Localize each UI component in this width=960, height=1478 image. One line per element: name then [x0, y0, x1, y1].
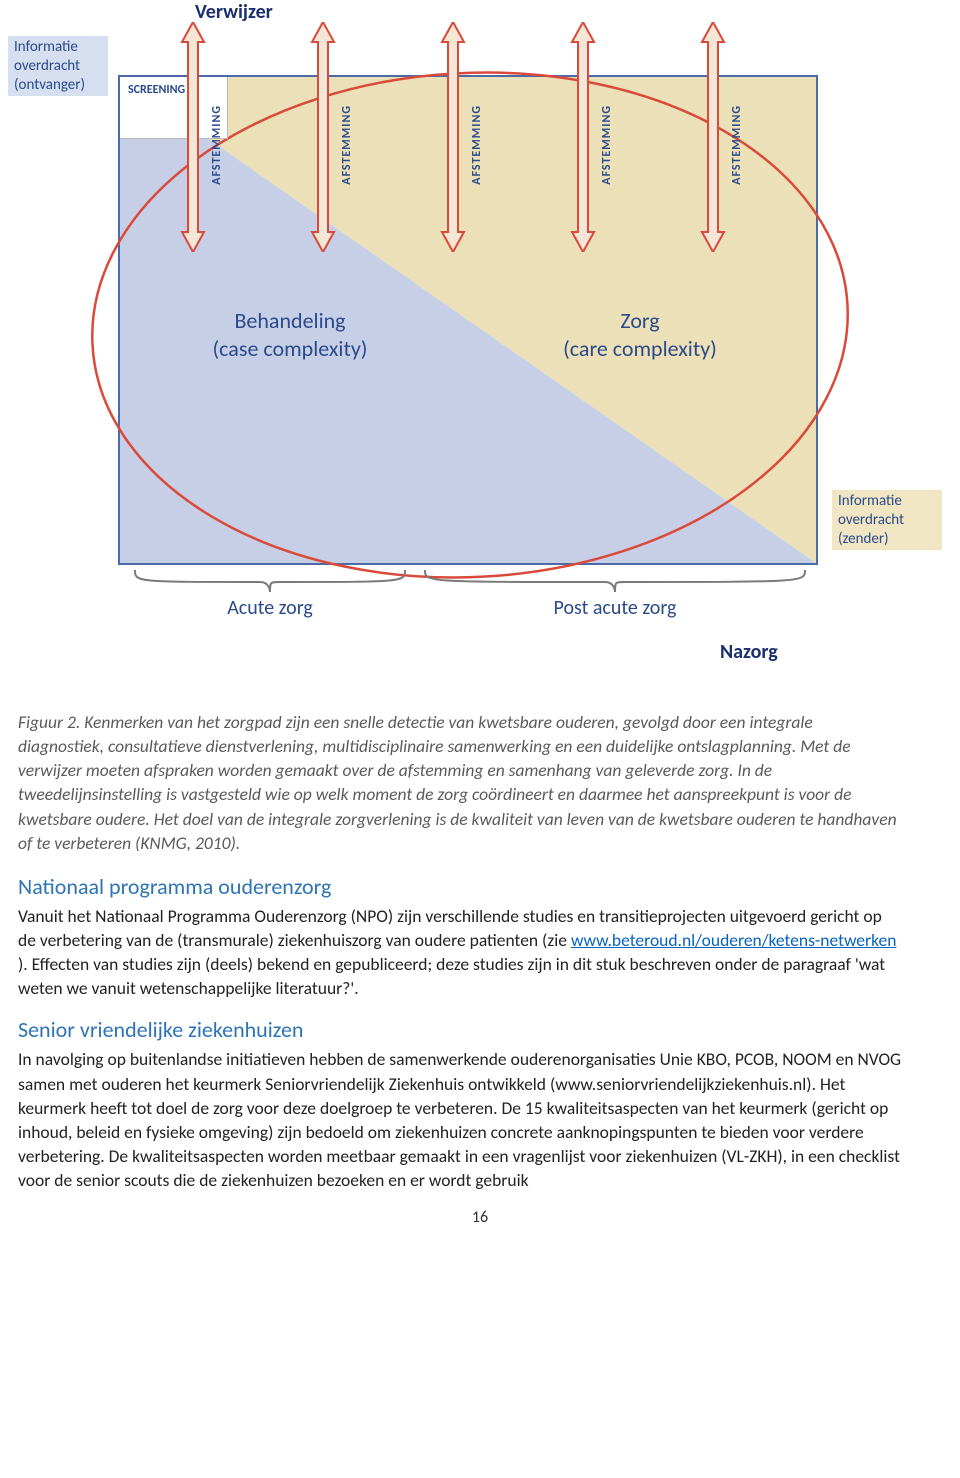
- afstemming-arrow-3: [440, 22, 466, 252]
- section1-para: Vanuit het Nationaal Programma Ouderenzo…: [18, 904, 902, 1001]
- afstemming-text-2: AFSTEMMING: [340, 105, 354, 185]
- behandeling-label: Behandeling (case complexity): [160, 307, 420, 362]
- afstemming-text-4: AFSTEMMING: [600, 105, 614, 185]
- section1-text-after: ). Effecten van studies zijn (deels) bek…: [18, 953, 885, 999]
- page-number: 16: [0, 1208, 960, 1241]
- afstemming-arrow-2: [310, 22, 336, 252]
- beteroud-link[interactable]: www.beteroud.nl/ouderen/ketens-netwerken: [571, 929, 896, 951]
- diagram: Verwijzer Informatie overdracht (ontvang…: [0, 0, 960, 700]
- verwijzer-label: Verwijzer: [195, 0, 273, 24]
- zorg-label: Zorg (care complexity): [510, 307, 770, 362]
- brace-acute: Acute zorg: [130, 570, 410, 620]
- figure-label: Figuur 2.: [18, 711, 80, 733]
- postacute-zorg-label: Post acute zorg: [420, 596, 810, 620]
- section1-heading: Nationaal programma ouderenzorg: [18, 873, 902, 900]
- afstemming-text-5: AFSTEMMING: [730, 105, 744, 185]
- nazorg-label: Nazorg: [720, 640, 778, 664]
- afstemming-arrow-1: [180, 22, 206, 252]
- caption-text: Kenmerken van het zorgpad zijn een snell…: [18, 711, 897, 854]
- acute-zorg-label: Acute zorg: [130, 596, 410, 620]
- brace-postacute: Post acute zorg: [420, 570, 810, 620]
- afstemming-text-3: AFSTEMMING: [470, 105, 484, 185]
- afstemming-arrow-5: [700, 22, 726, 252]
- afstemming-text-1: AFSTEMMING: [210, 105, 224, 185]
- section2-para: In navolging op buitenlandse initiatieve…: [18, 1047, 902, 1192]
- afstemming-arrow-4: [570, 22, 596, 252]
- section2-heading: Senior vriendelijke ziekenhuizen: [18, 1016, 902, 1043]
- figure-caption: Figuur 2. Kenmerken van het zorgpad zijn…: [18, 710, 902, 855]
